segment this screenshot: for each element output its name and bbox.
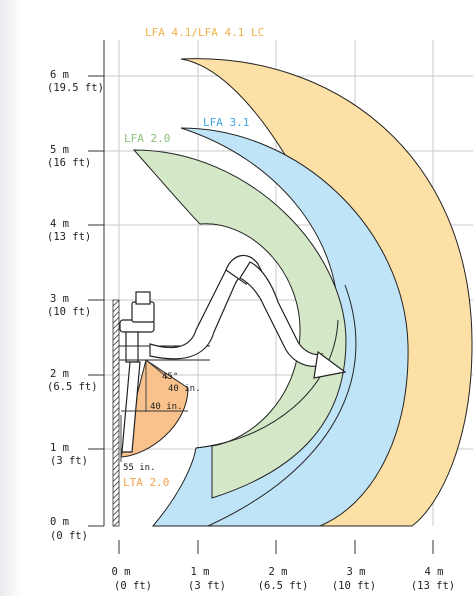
y-tick-label: 3 m: [50, 293, 69, 305]
y-tick-label-ft: (13 ft): [47, 231, 91, 243]
angle-annotation: 45°: [162, 372, 178, 382]
x-tick-label: 0 m: [112, 566, 131, 578]
x-tick-label-ft: (0 ft): [114, 580, 152, 592]
y-tick-label: 5 m: [50, 144, 69, 156]
x-tick-label-ft: (3 ft): [188, 580, 226, 592]
y-axis-ticks: [88, 75, 104, 527]
x-tick-label-ft: (13 ft): [411, 580, 455, 592]
y-tick-label: 1 m: [50, 442, 69, 454]
x-tick-label-ft: (10 ft): [332, 580, 376, 592]
y-tick-label-ft: (19.5 ft): [47, 82, 104, 94]
diagonal-reach-annotation: 40 in.: [168, 384, 201, 394]
drop-annotation: 55 in.: [123, 463, 156, 473]
y-tick-label-ft: (6.5 ft): [47, 381, 98, 393]
lfa31-reach-area: [151, 127, 409, 527]
y-axis-labels: 6 m (19.5 ft) 5 m (16 ft) 4 m (13 ft) 3 …: [47, 69, 104, 542]
x-tick-label: 2 m: [269, 566, 288, 578]
lfa20-label: LFA 2.0: [124, 132, 170, 145]
y-tick-label-ft: (16 ft): [47, 157, 91, 169]
lfa31-label: LFA 3.1: [203, 116, 249, 129]
y-tick-label: 6 m: [50, 69, 69, 81]
y-tick-label-ft: (10 ft): [47, 306, 91, 318]
lta20-label: LTA 2.0: [123, 476, 169, 489]
lta20-reach-area: [120, 359, 189, 458]
x-tick-label: 1 m: [191, 566, 210, 578]
horizontal-reach-annotation: 40 in.: [150, 402, 183, 412]
lfa31-inner-arc: [195, 319, 339, 449]
y-tick-label: 2 m: [50, 368, 69, 380]
lta-guides: [120, 359, 188, 462]
y-tick-label-ft: (0 ft): [50, 530, 88, 542]
x-axis-labels: 0 m (0 ft) 1 m (3 ft) 2 m (6.5 ft) 3 m (…: [112, 566, 456, 592]
x-tick-label-ft: (6.5 ft): [258, 580, 309, 592]
x-axis-ticks: [118, 540, 434, 554]
extraction-arm: [119, 254, 347, 453]
x-tick-label: 4 m: [425, 566, 444, 578]
y-tick-label-ft: (3 ft): [50, 455, 88, 467]
lfa41-label: LFA 4.1/LFA 4.1 LC: [145, 26, 264, 39]
y-tick-label: 0 m: [50, 516, 69, 528]
mounting-wall: [112, 299, 120, 527]
y-tick-label: 4 m: [50, 218, 69, 230]
x-tick-label: 3 m: [347, 566, 366, 578]
lfa41-inner-arc: [207, 284, 357, 527]
